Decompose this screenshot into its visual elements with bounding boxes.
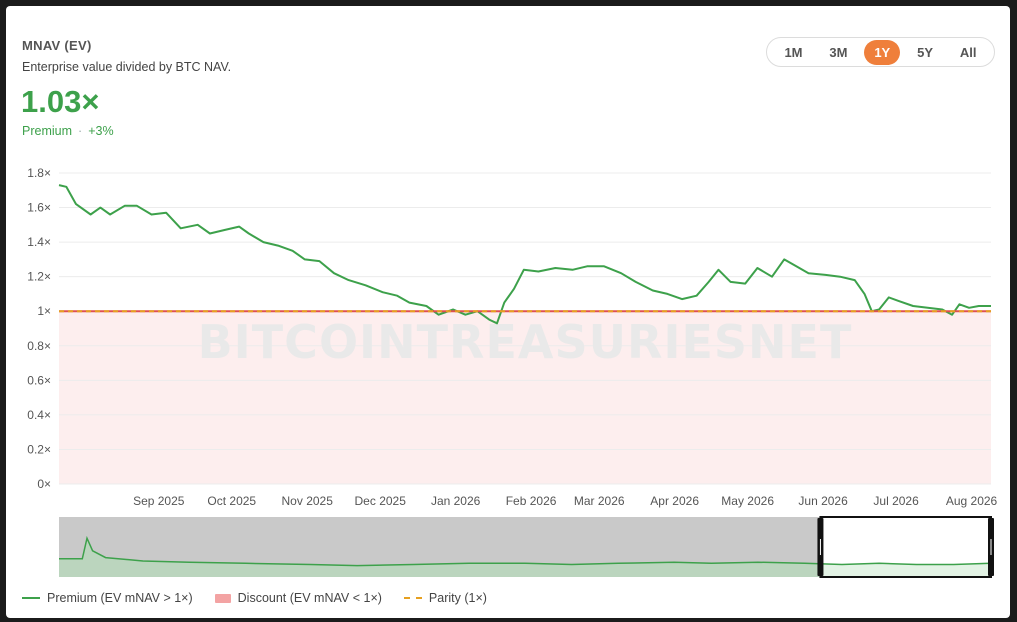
discount-zone: [59, 311, 991, 484]
x-tick-label: Jan 2026: [431, 494, 481, 508]
separator-dot: ·: [78, 124, 83, 138]
navigator-area: [59, 538, 991, 577]
legend-parity-swatch: [403, 597, 422, 599]
x-tick-label: Sep 2025: [133, 494, 185, 508]
range-5y-button[interactable]: 5Y: [917, 44, 933, 60]
y-tick-label: 0.8×: [27, 339, 51, 353]
range-all-button[interactable]: All: [959, 44, 977, 60]
mnav-card: MNAV (EV) Enterprise value divided by BT…: [6, 6, 1010, 618]
chart-legend: Premium (EV mNAV > 1×) Discount (EV mNAV…: [22, 591, 487, 605]
y-tick-label: 0.4×: [27, 408, 51, 422]
chart-title: MNAV (EV): [22, 38, 92, 53]
y-tick-label: 1.6×: [27, 201, 51, 215]
legend-discount[interactable]: Discount (EV mNAV < 1×): [214, 591, 382, 605]
range-selector: 1M 3M 1Y 5Y All: [766, 37, 995, 67]
watermark: BITCOINTREASURIESNET: [198, 315, 853, 369]
y-tick-label: 0×: [37, 477, 51, 491]
legend-premium[interactable]: Premium (EV mNAV > 1×): [22, 591, 193, 605]
range-1y-button[interactable]: 1Y: [864, 39, 901, 65]
mnav-chart[interactable]: 0× 0.2× 0.4× 0.6× 0.8× 1× 1.2× 1.4× 1.6× 1.8× Sep …: [6, 6, 1010, 586]
legend-parity[interactable]: Parity (1×): [403, 591, 487, 605]
legend-discount-label: Discount (EV mNAV < 1×): [237, 591, 382, 605]
x-tick-label: May 2026: [721, 494, 774, 508]
current-value: 1.03×: [21, 84, 100, 119]
navigator-line: [59, 535, 992, 567]
legend-discount-swatch: [214, 593, 231, 603]
premium-status: Premium · +3%: [22, 124, 114, 138]
x-tick-label: Feb 2026: [506, 494, 557, 508]
y-tick-label: 1.2×: [27, 270, 51, 284]
y-tick-label: 1.8×: [27, 166, 51, 180]
x-tick-label: Jun 2026: [798, 494, 848, 508]
y-tick-label: 1.4×: [27, 235, 51, 249]
x-tick-label: Oct 2025: [207, 494, 256, 508]
x-tick-label: Apr 2026: [650, 494, 699, 508]
y-tick-label: 1×: [37, 304, 51, 318]
legend-parity-label: Parity (1×): [428, 591, 487, 605]
legend-premium-swatch: [22, 597, 40, 599]
y-tick-label: 0.6×: [27, 373, 51, 387]
x-tick-label: Dec 2025: [355, 494, 407, 508]
legend-premium-label: Premium (EV mNAV > 1×): [47, 591, 193, 605]
chart-subtitle: Enterprise value divided by BTC NAV.: [22, 60, 232, 74]
range-3m-button[interactable]: 3M: [829, 44, 848, 60]
x-tick-label: Jul 2026: [873, 494, 919, 508]
x-tick-label: Mar 2026: [574, 494, 625, 508]
premium-label: Premium: [22, 124, 73, 138]
premium-series-line: [58, 184, 991, 325]
y-tick-label: 0.2×: [27, 442, 51, 456]
premium-change: +3%: [88, 124, 114, 138]
range-1m-button[interactable]: 1M: [784, 44, 803, 60]
x-tick-label: Aug 2026: [946, 494, 998, 508]
x-tick-label: Nov 2025: [282, 494, 334, 508]
navigator-selection-area: [820, 563, 991, 577]
